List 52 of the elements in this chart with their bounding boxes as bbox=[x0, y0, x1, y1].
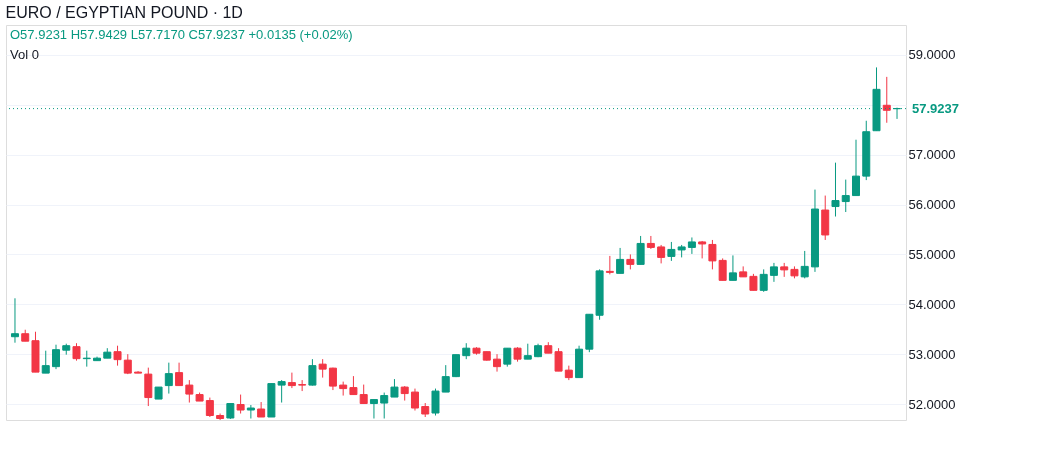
candlestick bbox=[328, 367, 337, 391]
candlestick bbox=[841, 179, 850, 213]
annotation: O57.9231 H57.9429 L57.7170 C57.9237 +0.0135 (+0.02%) bbox=[10, 27, 353, 42]
candlestick bbox=[493, 353, 502, 373]
candlestick bbox=[728, 254, 737, 281]
y-tick-label: 55.0000 bbox=[908, 246, 956, 262]
candlestick bbox=[605, 255, 614, 275]
candlestick bbox=[380, 392, 389, 419]
candlestick bbox=[359, 384, 368, 405]
candlestick bbox=[718, 257, 727, 281]
candlestick bbox=[185, 379, 194, 404]
candlestick bbox=[636, 235, 645, 265]
candlestick bbox=[287, 372, 296, 389]
candlestick bbox=[800, 250, 809, 279]
y-tick-label: 53.0000 bbox=[908, 346, 956, 362]
candlestick bbox=[831, 162, 840, 218]
candlestick bbox=[236, 394, 245, 415]
ref-line-label: 57.9237 bbox=[912, 100, 959, 116]
candlestick bbox=[708, 239, 717, 270]
candlestick bbox=[657, 244, 666, 264]
candlestick bbox=[441, 364, 450, 393]
candlestick bbox=[503, 347, 512, 368]
candlestick bbox=[41, 350, 50, 374]
candlestick bbox=[769, 262, 778, 283]
candlestick bbox=[687, 236, 696, 255]
candlestick bbox=[852, 139, 860, 197]
candlestick bbox=[616, 247, 625, 274]
annotation: Vol 0 bbox=[10, 47, 39, 62]
candlestick bbox=[113, 345, 122, 367]
candlestick bbox=[554, 347, 563, 372]
candlestick bbox=[52, 344, 60, 370]
candlestick bbox=[175, 362, 184, 387]
y-tick-label: 52.0000 bbox=[908, 396, 956, 412]
candlestick bbox=[308, 358, 317, 387]
candlestick bbox=[318, 358, 327, 379]
candlestick bbox=[882, 76, 891, 124]
candlestick bbox=[369, 399, 378, 419]
y-tick-label: 59.0000 bbox=[908, 47, 956, 63]
candlestick bbox=[164, 362, 173, 395]
chart-title: EURO / EGYPTIAN POUND · 1D bbox=[5, 4, 243, 21]
candlestick bbox=[10, 297, 19, 344]
candlestick bbox=[144, 367, 153, 407]
candlestick bbox=[410, 388, 419, 412]
candlestick bbox=[646, 235, 655, 250]
y-tick-label: 56.0000 bbox=[908, 197, 956, 213]
candlestick bbox=[246, 404, 255, 419]
y-tick-label: 54.0000 bbox=[908, 296, 956, 312]
candlestick bbox=[349, 375, 358, 396]
y-tick-label: 57.0000 bbox=[908, 147, 956, 163]
candlestick bbox=[759, 268, 768, 293]
candlestick bbox=[431, 388, 440, 417]
candlestick bbox=[205, 397, 214, 418]
